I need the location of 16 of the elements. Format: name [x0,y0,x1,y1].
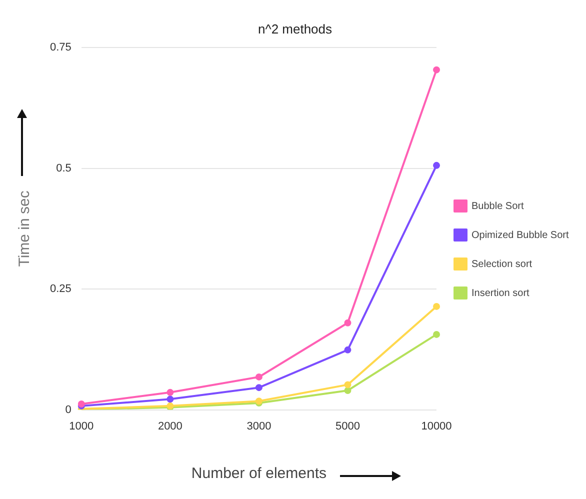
chart-title: n^2 methods [258,21,333,36]
x-axis-title: Number of elements [191,465,326,482]
legend-label: Insertion sort [472,288,530,299]
y-axis-title: Time in sec [16,190,34,267]
y-tick-label: 0.75 [50,42,72,54]
y-tick-label: 0 [65,404,72,416]
legend-label: Bubble Sort [472,200,524,212]
legend-label: Selection sort [472,258,532,270]
legend-label: Opimized Bubble Sort [472,230,569,241]
x-tick-label: 3000 [246,420,272,432]
x-tick-label: 1000 [69,420,94,432]
y-tick-label: 0.25 [50,283,72,296]
x-tick-label: 10000 [421,420,452,432]
x-tick-label: 2000 [158,420,182,432]
x-tick-label: 5000 [335,420,360,432]
y-tick-label: 0.5 [56,162,72,174]
